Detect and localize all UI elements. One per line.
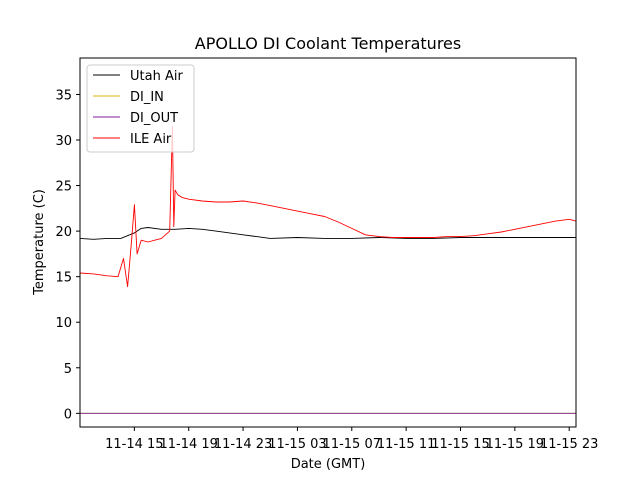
axes-layer	[79, 57, 577, 428]
x-tick-label: 11-15 19	[486, 437, 544, 452]
x-tick-label: 11-14 15	[105, 437, 163, 452]
chart-title: APOLLO DI Coolant Temperatures	[195, 34, 461, 53]
series-line-utah-air	[80, 227, 576, 240]
y-tick-label: 5	[64, 362, 72, 377]
legend-label-utah-air: Utah Air	[130, 69, 183, 84]
y-axis-label: Temperature (C)	[32, 189, 47, 296]
x-tick-label: 11-15 15	[431, 437, 489, 452]
y-tick-label: 10	[55, 316, 72, 331]
legend-label-ile-air: ILE Air	[130, 132, 172, 147]
legend-label-di-out: DI_OUT	[130, 111, 178, 126]
y-tick-label: 20	[55, 225, 72, 240]
x-tick-label: 11-15 11	[377, 437, 435, 452]
y-tick-label: 25	[55, 180, 72, 195]
x-tick-label: 11-15 07	[323, 437, 381, 452]
series-layer	[80, 125, 576, 414]
y-tick-label: 0	[64, 407, 72, 422]
x-tick-label: 11-15 03	[268, 437, 326, 452]
y-tick-label: 15	[55, 271, 72, 286]
plot-frame	[79, 57, 577, 428]
legend-label-di-in: DI_IN	[130, 90, 164, 105]
series-line-ile-air	[80, 125, 576, 288]
y-axis-ticks: 0 5 10 15 20 25 30 35	[55, 88, 80, 422]
legend: Utah Air DI_IN DI_OUT ILE Air	[86, 64, 195, 153]
x-axis-label: Date (GMT)	[291, 457, 366, 472]
x-tick-label: 11-14 23	[214, 437, 272, 452]
x-tick-label: 11-15 23	[540, 437, 598, 452]
y-tick-label: 30	[55, 134, 72, 149]
legend-box	[86, 64, 195, 153]
x-tick-label: 11-14 19	[159, 437, 217, 452]
y-tick-label: 35	[55, 88, 72, 103]
